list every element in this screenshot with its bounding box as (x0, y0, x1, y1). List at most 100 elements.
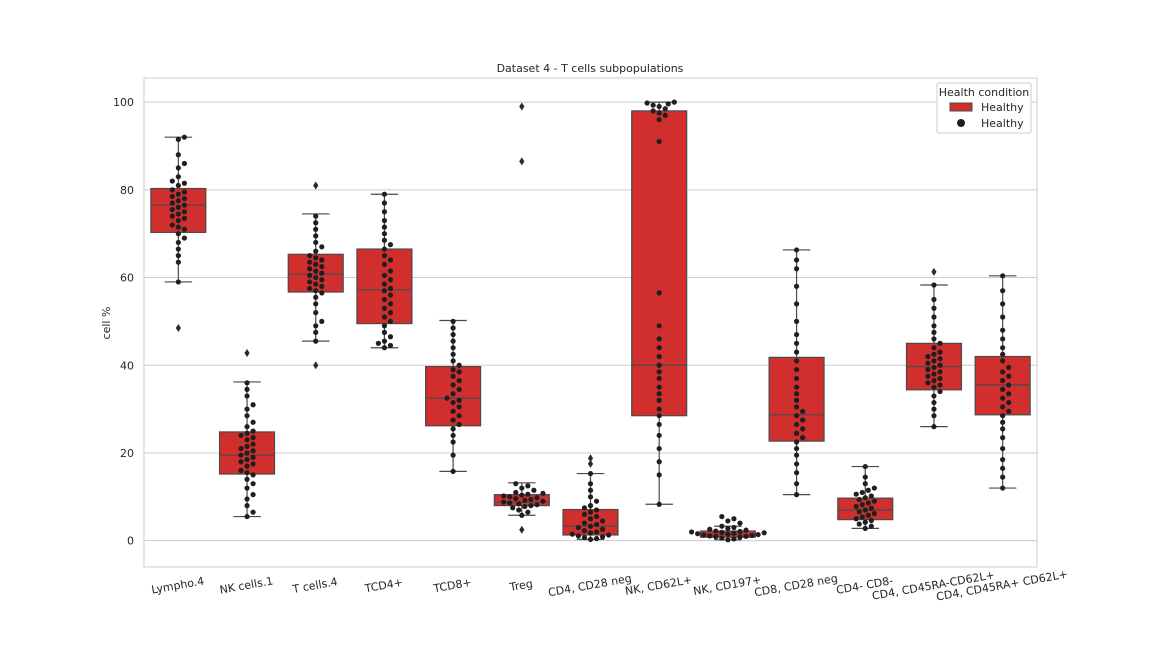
data-point (450, 345, 456, 351)
outlier-marker (519, 525, 525, 534)
data-point (387, 292, 394, 298)
data-point (931, 305, 937, 311)
data-point (244, 386, 250, 392)
data-point (719, 529, 725, 535)
data-point (656, 110, 662, 116)
x-tick-label: CD4, CD28 neg (547, 572, 632, 599)
data-point (859, 502, 865, 508)
data-point (856, 496, 862, 503)
data-point (181, 215, 187, 221)
data-point (743, 527, 749, 533)
data-point (656, 384, 662, 390)
data-point (250, 461, 256, 467)
x-tick-label: NK cells.1 (219, 574, 275, 596)
data-point (175, 246, 181, 252)
data-point (313, 255, 319, 261)
data-point (671, 99, 677, 105)
data-point (534, 495, 540, 501)
data-point (701, 532, 707, 538)
data-point (313, 248, 319, 254)
data-point (244, 463, 250, 469)
data-point (313, 261, 319, 267)
data-point (800, 435, 806, 441)
data-point (319, 277, 325, 283)
data-point (793, 439, 800, 445)
data-point (175, 217, 181, 224)
data-point (450, 382, 456, 388)
y-axis: 0 20 40 60 80 100 (113, 96, 134, 548)
plot-frame (143, 77, 1038, 568)
data-point (937, 340, 943, 346)
data-point (456, 378, 462, 384)
data-point (250, 454, 256, 460)
data-point (656, 459, 662, 465)
data-point (450, 432, 456, 439)
data-point (581, 505, 588, 511)
chart-title: Dataset 4 - T cells subpopulations (497, 62, 684, 75)
x-tick-label: NK, CD62L+ (624, 573, 693, 598)
data-point (513, 495, 519, 502)
data-point (761, 530, 767, 536)
data-point (931, 378, 937, 384)
data-point (656, 501, 662, 507)
data-point (450, 338, 456, 344)
data-point (656, 413, 662, 419)
data-point (793, 247, 800, 253)
data-point (250, 428, 256, 434)
data-point (456, 421, 462, 428)
data-point (575, 524, 582, 531)
data-point (381, 253, 388, 259)
data-point (181, 226, 187, 232)
data-point (937, 369, 943, 375)
data-point (169, 206, 175, 213)
legend-title: Health condition (939, 86, 1030, 99)
data-point (456, 386, 462, 392)
data-point (456, 413, 462, 419)
data-point (656, 290, 662, 296)
data-point (450, 351, 456, 357)
data-point (244, 380, 250, 386)
data-point (250, 509, 256, 515)
data-point (181, 180, 187, 186)
data-point (931, 399, 937, 406)
legend-entry-box: Healthy (981, 101, 1024, 114)
data-point (250, 448, 256, 454)
data-point (937, 356, 943, 362)
data-point (581, 535, 588, 541)
data-point (381, 305, 388, 311)
data-point (244, 456, 250, 463)
data-point (862, 519, 868, 525)
data-point (800, 417, 806, 423)
data-point (925, 373, 931, 379)
data-point (507, 494, 513, 500)
data-point (793, 384, 800, 390)
data-point (871, 485, 877, 491)
data-point (175, 211, 181, 217)
data-point (650, 102, 656, 108)
data-point (793, 318, 800, 325)
data-point (450, 358, 456, 364)
data-point (793, 349, 800, 355)
data-point (793, 358, 800, 364)
data-point (793, 375, 800, 382)
data-point (1000, 386, 1006, 392)
data-point (181, 196, 187, 202)
data-point (593, 507, 600, 513)
data-point (862, 507, 868, 513)
data-point (793, 404, 800, 410)
data-point (387, 257, 394, 263)
data-point (244, 476, 250, 482)
data-point (181, 209, 187, 215)
data-point (587, 481, 594, 487)
data-point (793, 492, 800, 498)
data-point (931, 296, 937, 303)
data-point (862, 495, 868, 501)
data-point (737, 528, 743, 535)
data-point (456, 362, 462, 368)
data-point (713, 528, 719, 534)
data-point (381, 237, 388, 243)
data-point (169, 213, 175, 219)
data-point (175, 279, 181, 285)
data-point (387, 285, 394, 292)
data-point (931, 323, 937, 329)
